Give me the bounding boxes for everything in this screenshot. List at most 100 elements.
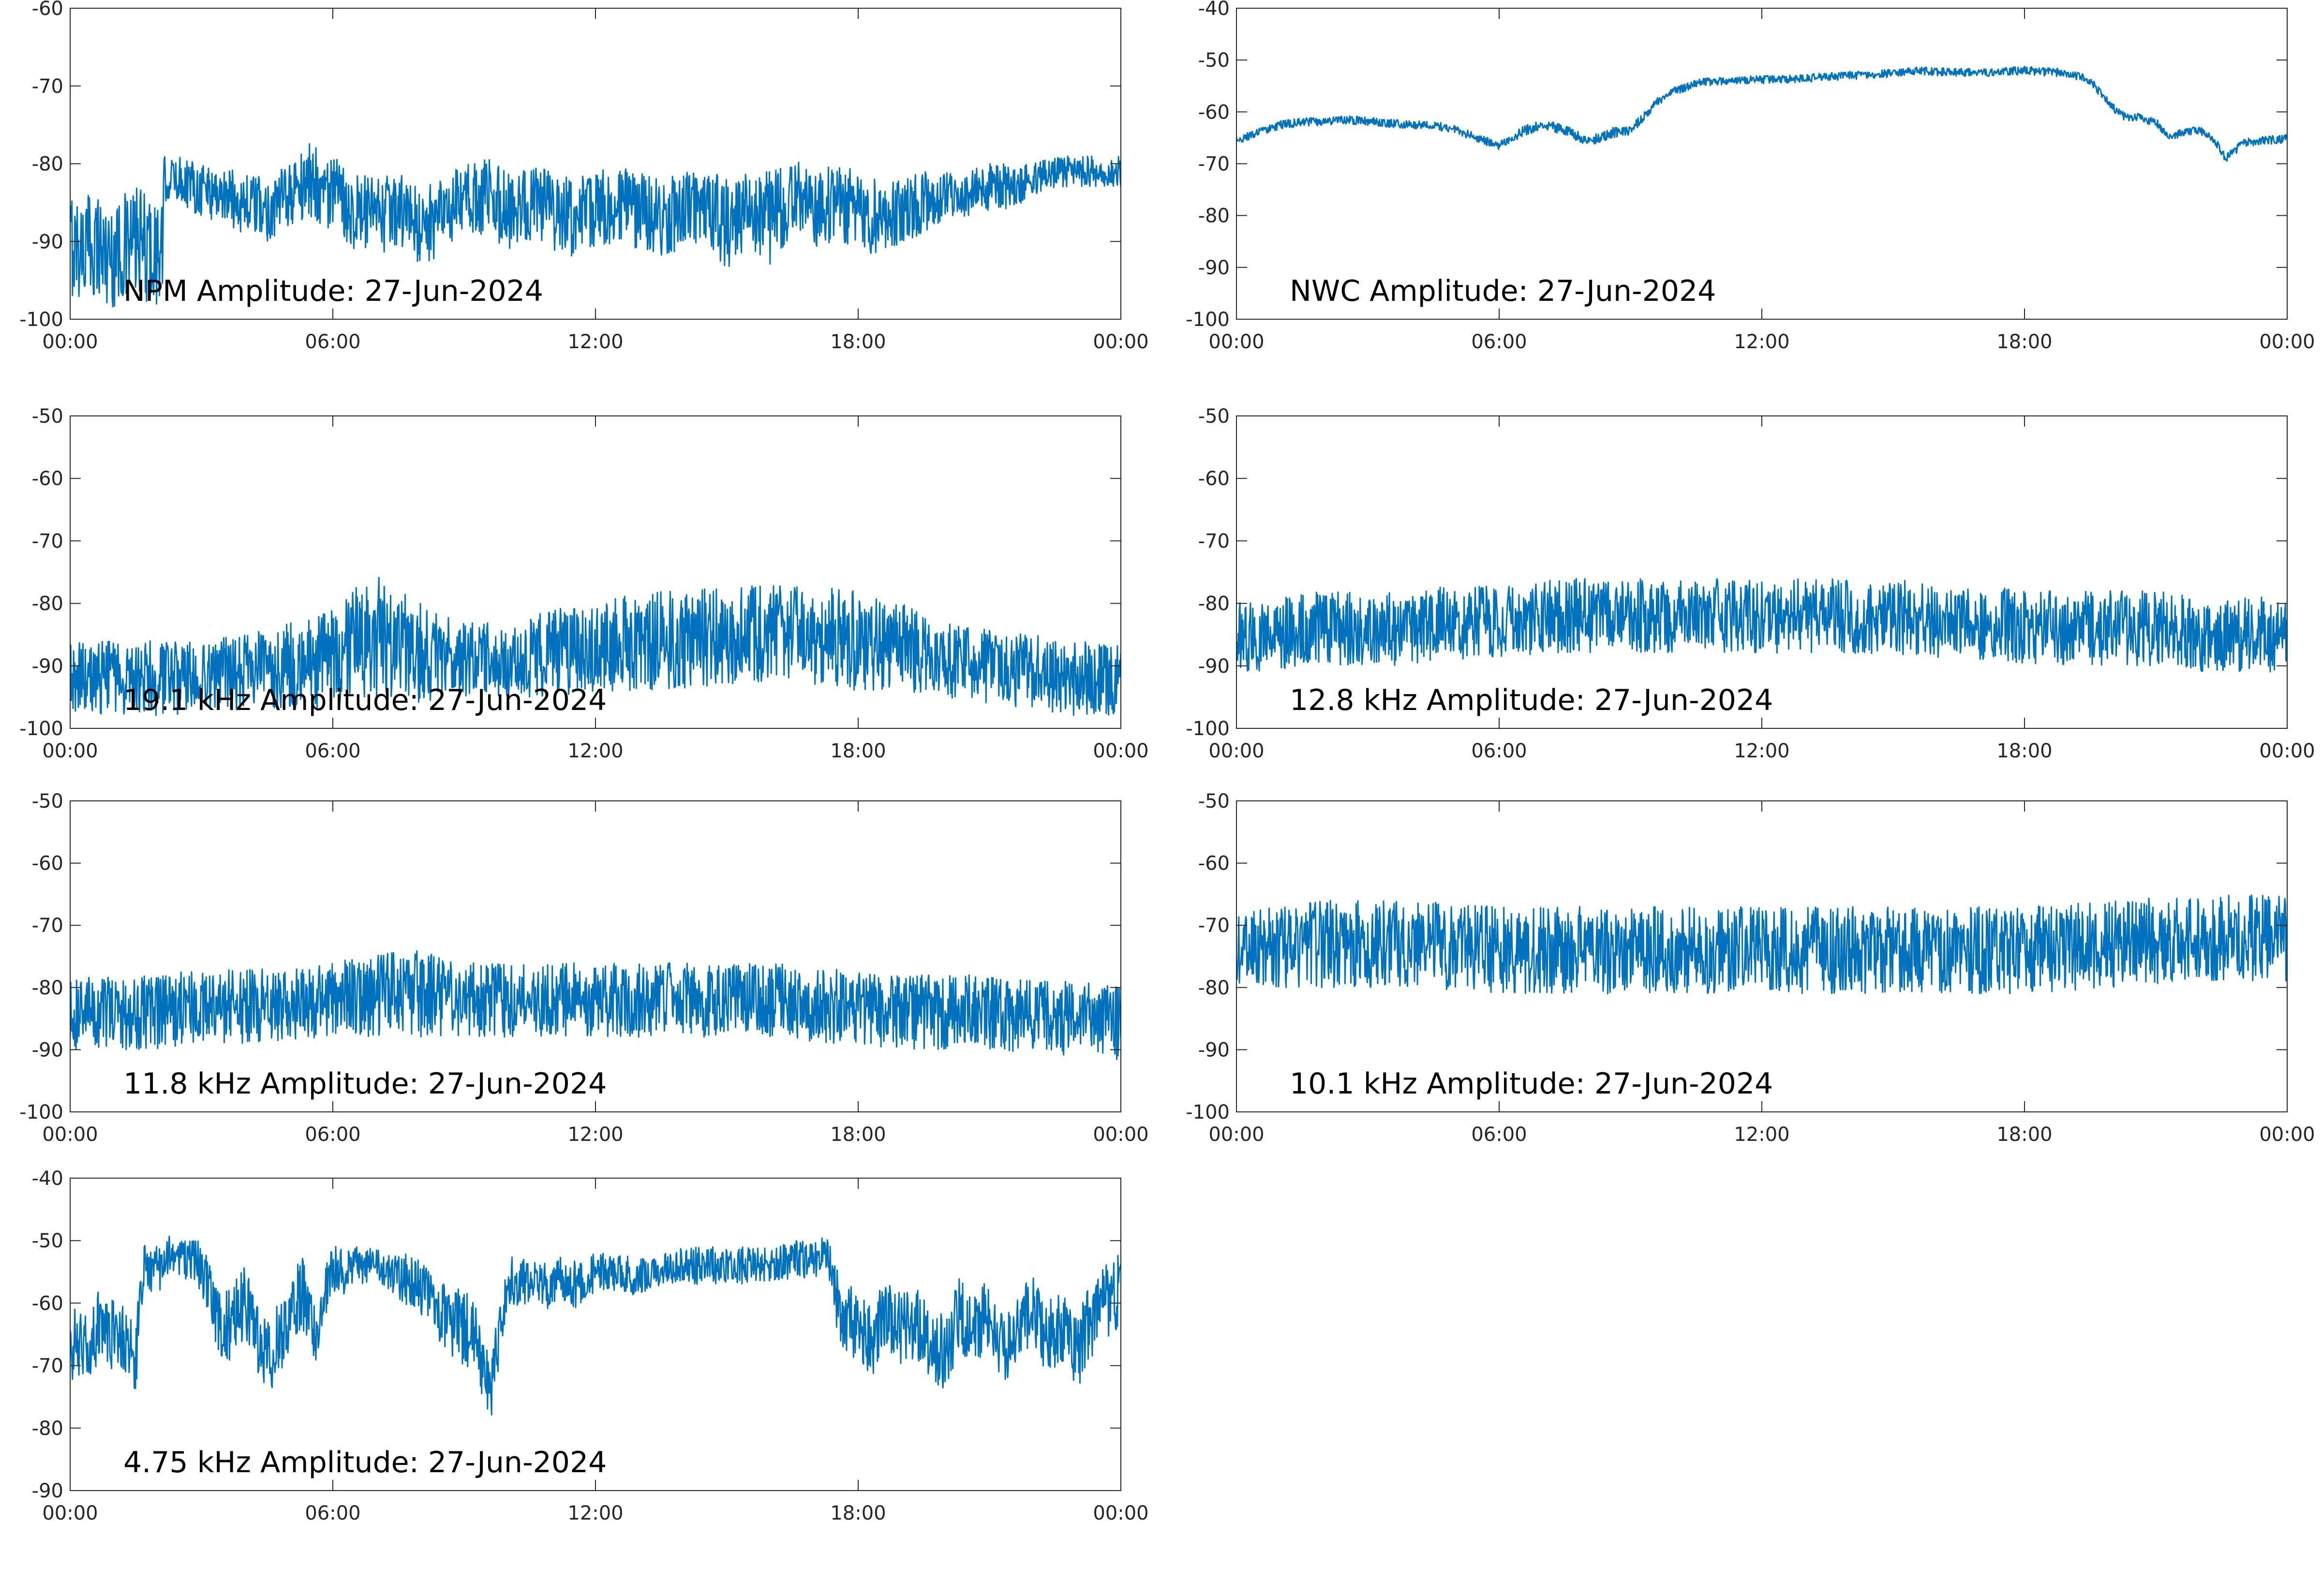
- panel-title: 19.1 kHz Amplitude: 27-Jun-2024: [123, 683, 607, 717]
- y-tick-label: -80: [32, 593, 63, 615]
- amplitude-panel-3: -100 -90 -80 -70 -60 -50 00:00 06:00 12:00 18:00 0…: [19, 405, 1148, 762]
- amplitude-trace: [70, 576, 1121, 716]
- amplitude-trace: [70, 143, 1121, 308]
- x-tick-label: 06:00: [1471, 740, 1527, 762]
- x-tick-label: 00:00: [42, 1123, 98, 1146]
- x-tick-label: 12:00: [567, 1123, 623, 1146]
- x-tick-label: 18:00: [830, 1123, 886, 1146]
- panel-title: 4.75 kHz Amplitude: 27-Jun-2024: [123, 1446, 607, 1479]
- y-tick-label: -70: [32, 915, 63, 937]
- x-tick-label: 12:00: [1734, 740, 1789, 762]
- x-tick-label: 00:00: [42, 1502, 98, 1524]
- y-tick-label: -70: [32, 75, 63, 98]
- amplitude-trace: [1236, 894, 2287, 995]
- y-tick-label: -40: [1198, 0, 1230, 20]
- y-tick-label: -90: [32, 655, 63, 678]
- y-tick-label: -90: [32, 231, 63, 253]
- x-tick-label: 06:00: [305, 1123, 360, 1146]
- x-tick-label: 00:00: [2259, 331, 2315, 353]
- y-tick-label: -50: [1198, 405, 1230, 428]
- y-tick-label: -90: [1198, 655, 1230, 678]
- x-tick-label: 18:00: [830, 740, 886, 762]
- x-tick-label: 06:00: [1471, 1123, 1527, 1146]
- y-tick-label: -100: [1186, 718, 1230, 740]
- x-tick-label: 18:00: [830, 331, 886, 353]
- amplitude-panel-5: -100 -90 -80 -70 -60 -50 00:00 06:00 12:00 18:00 0…: [19, 790, 1148, 1146]
- x-tick-label: 00:00: [2259, 1123, 2315, 1146]
- y-tick-label: -100: [19, 718, 63, 740]
- x-tick-label: 12:00: [567, 1502, 623, 1524]
- y-tick-label: -50: [32, 405, 63, 428]
- y-tick-label: -70: [32, 1355, 63, 1377]
- amplitude-panel-2: -100 -90 -80 -70 -60 -50 -40 00:00 06:00 12:00 18:…: [1186, 0, 2315, 353]
- x-tick-label: 00:00: [1093, 331, 1148, 353]
- y-tick-label: -60: [32, 1292, 63, 1315]
- x-tick-label: 00:00: [1093, 740, 1148, 762]
- y-tick-label: -60: [1198, 468, 1230, 490]
- amplitude-panel-6: -100 -90 -80 -70 -60 -50 00:00 06:00 12:00 18:00 0…: [1186, 790, 2315, 1146]
- x-tick-label: 00:00: [1093, 1123, 1148, 1146]
- y-tick-label: -90: [32, 1039, 63, 1061]
- y-tick-label: -50: [1198, 49, 1230, 72]
- x-tick-label: 06:00: [305, 1502, 360, 1524]
- x-tick-label: 00:00: [2259, 740, 2315, 762]
- amplitude-panel-4: -100 -90 -80 -70 -60 -50 00:00 06:00 12:00 18:00 0…: [1186, 405, 2315, 762]
- y-tick-label: -100: [19, 1101, 63, 1123]
- y-tick-label: -90: [1198, 257, 1230, 279]
- x-tick-label: 00:00: [1208, 331, 1264, 353]
- amplitude-trace: [70, 1235, 1121, 1416]
- y-tick-label: -80: [32, 153, 63, 176]
- x-tick-label: 06:00: [1471, 331, 1527, 353]
- x-tick-label: 18:00: [830, 1502, 886, 1524]
- x-tick-label: 18:00: [1996, 1123, 2052, 1146]
- panel-title: 12.8 kHz Amplitude: 27-Jun-2024: [1290, 683, 1773, 717]
- y-tick-label: -60: [32, 853, 63, 875]
- panel-title: NPM Amplitude: 27-Jun-2024: [123, 274, 543, 308]
- y-tick-label: -100: [1186, 1101, 1230, 1123]
- x-tick-label: 00:00: [1208, 740, 1264, 762]
- y-tick-label: -90: [32, 1480, 63, 1502]
- y-tick-label: -50: [32, 790, 63, 813]
- y-tick-label: -80: [1198, 593, 1230, 615]
- y-tick-label: -100: [1186, 309, 1230, 331]
- x-tick-label: 06:00: [305, 331, 360, 353]
- y-tick-label: -60: [1198, 853, 1230, 875]
- y-tick-label: -60: [32, 468, 63, 490]
- x-tick-label: 00:00: [1093, 1502, 1148, 1524]
- amplitude-trace: [1236, 65, 2287, 162]
- y-tick-label: -70: [1198, 153, 1230, 176]
- x-tick-label: 12:00: [567, 740, 623, 762]
- x-tick-label: 12:00: [1734, 331, 1789, 353]
- x-tick-label: 12:00: [567, 331, 623, 353]
- y-tick-label: -70: [1198, 915, 1230, 937]
- x-tick-label: 12:00: [1734, 1123, 1789, 1146]
- x-tick-label: 18:00: [1996, 331, 2052, 353]
- amplitude-trace: [70, 950, 1121, 1060]
- x-tick-label: 00:00: [1208, 1123, 1264, 1146]
- y-tick-label: -80: [32, 977, 63, 999]
- x-tick-label: 18:00: [1996, 740, 2052, 762]
- panel-title: 11.8 kHz Amplitude: 27-Jun-2024: [123, 1067, 607, 1101]
- y-tick-label: -50: [32, 1230, 63, 1252]
- panel-title: NWC Amplitude: 27-Jun-2024: [1290, 274, 1716, 308]
- x-tick-label: 00:00: [42, 740, 98, 762]
- x-tick-label: 06:00: [305, 740, 360, 762]
- y-tick-label: -90: [1198, 1039, 1230, 1061]
- amplitude-panel-1: -100 -90 -80 -70 -60 00:00 06:00 12:00 18:00 00:0…: [19, 0, 1148, 353]
- y-tick-label: -80: [1198, 977, 1230, 999]
- y-tick-label: -60: [32, 0, 63, 20]
- y-tick-label: -100: [19, 309, 63, 331]
- y-tick-label: -80: [1198, 205, 1230, 227]
- y-tick-label: -70: [32, 530, 63, 552]
- panel-title: 10.1 kHz Amplitude: 27-Jun-2024: [1290, 1067, 1773, 1101]
- amplitude-panel-7: -90 -80 -70 -60 -50 -40 00:00 06:00 12:00 18:00 00…: [32, 1167, 1149, 1524]
- y-tick-label: -60: [1198, 101, 1230, 123]
- y-tick-label: -80: [32, 1418, 63, 1440]
- y-tick-label: -70: [1198, 530, 1230, 552]
- y-tick-label: -40: [32, 1167, 63, 1190]
- y-tick-label: -50: [1198, 790, 1230, 813]
- amplitude-trace: [1236, 578, 2287, 673]
- x-tick-label: 00:00: [42, 331, 98, 353]
